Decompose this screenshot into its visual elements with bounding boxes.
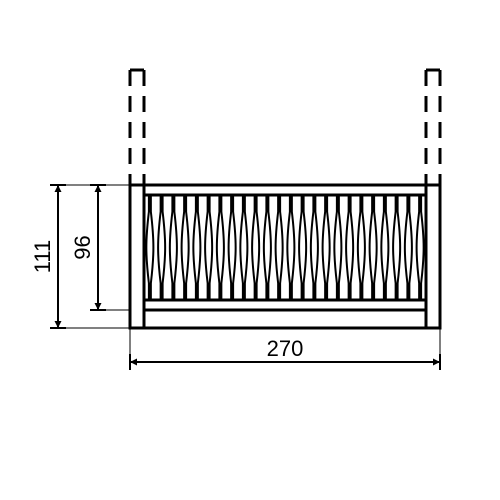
dim-arrow [55, 185, 62, 192]
baluster [240, 195, 247, 300]
top-rail [144, 185, 426, 195]
dim-arrow [433, 359, 440, 366]
technical-drawing: 111 96 270 [0, 0, 500, 500]
baluster [276, 195, 283, 300]
baluster [417, 195, 424, 300]
baluster [405, 195, 412, 300]
baluster [146, 195, 153, 300]
dim-value-height-outer: 111 [30, 240, 55, 273]
baluster [170, 195, 177, 300]
baluster [252, 195, 259, 300]
dim-arrow [55, 321, 62, 328]
baluster [381, 195, 388, 300]
dim-value-height-inner: 96 [70, 235, 95, 259]
baluster [205, 195, 212, 300]
baluster [299, 195, 306, 300]
baluster [334, 195, 341, 300]
baluster [193, 195, 200, 300]
baluster [158, 195, 165, 300]
baluster [323, 195, 330, 300]
baluster [393, 195, 400, 300]
dim-value-width: 270 [267, 336, 304, 361]
baluster [182, 195, 189, 300]
dim-arrow [95, 185, 102, 192]
baluster [264, 195, 271, 300]
base-board [144, 310, 426, 328]
baluster [311, 195, 318, 300]
baluster [287, 195, 294, 300]
dim-arrow [95, 303, 102, 310]
right-post [426, 185, 440, 328]
dim-arrow [130, 359, 137, 366]
baluster [358, 195, 365, 300]
baluster [229, 195, 236, 300]
baluster [370, 195, 377, 300]
baluster [346, 195, 353, 300]
baluster [217, 195, 224, 300]
left-post [130, 185, 144, 328]
